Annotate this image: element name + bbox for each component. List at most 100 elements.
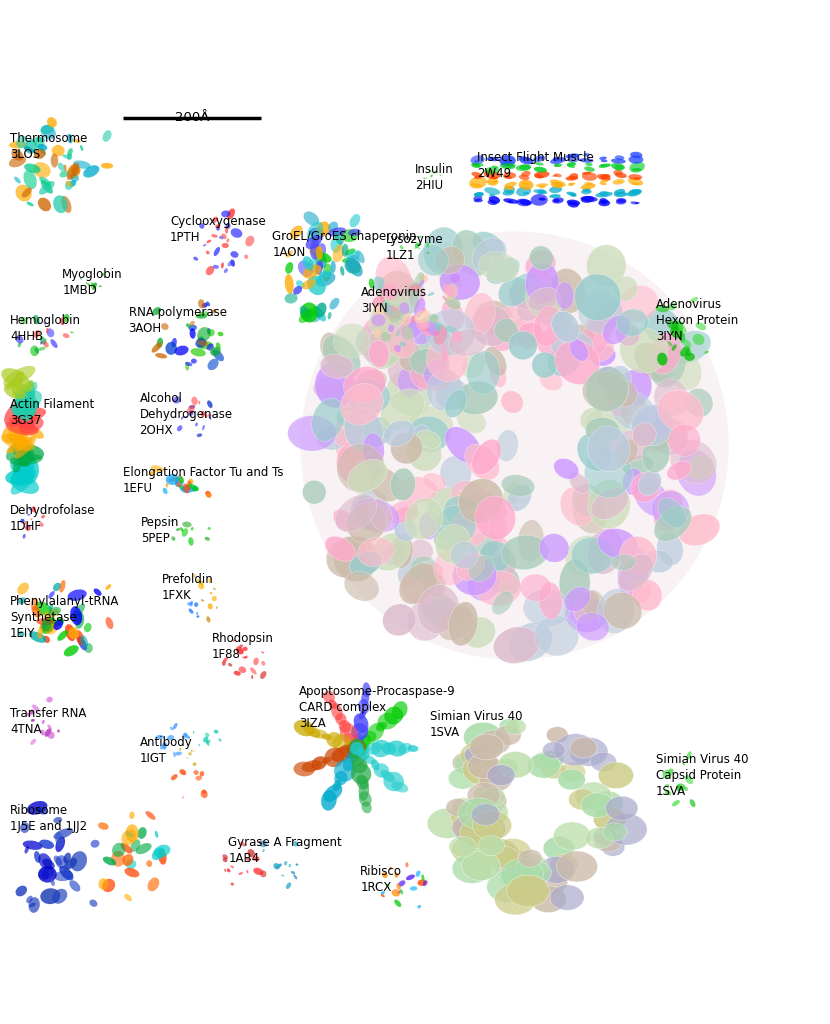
Ellipse shape: [352, 758, 368, 773]
Ellipse shape: [490, 176, 498, 179]
Ellipse shape: [349, 739, 365, 758]
Ellipse shape: [487, 178, 499, 185]
Ellipse shape: [471, 183, 482, 187]
Ellipse shape: [587, 245, 626, 287]
Ellipse shape: [394, 345, 401, 352]
Ellipse shape: [572, 484, 603, 516]
Ellipse shape: [374, 763, 389, 778]
Ellipse shape: [333, 245, 344, 262]
Ellipse shape: [341, 229, 359, 242]
Text: GroEL/GroES chaperonin
1AON: GroEL/GroES chaperonin 1AON: [272, 229, 417, 259]
Ellipse shape: [58, 163, 65, 171]
Ellipse shape: [9, 417, 36, 429]
Ellipse shape: [193, 770, 198, 775]
Ellipse shape: [6, 420, 39, 435]
Ellipse shape: [226, 223, 231, 229]
Ellipse shape: [516, 186, 531, 197]
Ellipse shape: [364, 417, 391, 446]
Ellipse shape: [354, 714, 369, 733]
Ellipse shape: [246, 857, 251, 861]
Ellipse shape: [344, 367, 386, 403]
Ellipse shape: [175, 480, 183, 487]
Ellipse shape: [414, 248, 417, 249]
Ellipse shape: [605, 814, 647, 845]
Ellipse shape: [71, 167, 81, 176]
Ellipse shape: [472, 811, 511, 840]
Text: Apoptosome-Procaspase-9
CARD complex
3IZA: Apoptosome-Procaspase-9 CARD complex 3IZ…: [299, 685, 456, 730]
Ellipse shape: [12, 417, 32, 424]
Ellipse shape: [522, 182, 529, 184]
Ellipse shape: [534, 167, 547, 172]
Ellipse shape: [175, 477, 178, 481]
Ellipse shape: [152, 848, 165, 860]
Ellipse shape: [588, 528, 623, 574]
Ellipse shape: [41, 617, 56, 634]
Ellipse shape: [427, 487, 467, 525]
Ellipse shape: [10, 474, 39, 494]
Ellipse shape: [592, 791, 623, 815]
Ellipse shape: [31, 739, 37, 744]
Ellipse shape: [615, 172, 627, 178]
Ellipse shape: [34, 851, 41, 863]
Ellipse shape: [554, 459, 579, 479]
Ellipse shape: [533, 156, 545, 162]
Ellipse shape: [550, 885, 584, 910]
Ellipse shape: [414, 298, 425, 317]
Ellipse shape: [414, 272, 424, 290]
Ellipse shape: [455, 555, 486, 579]
Ellipse shape: [603, 315, 630, 344]
Ellipse shape: [231, 883, 234, 886]
Ellipse shape: [521, 861, 551, 885]
Ellipse shape: [342, 257, 355, 263]
Ellipse shape: [585, 367, 628, 412]
Ellipse shape: [527, 754, 560, 778]
Ellipse shape: [347, 459, 388, 493]
Ellipse shape: [189, 329, 196, 339]
Ellipse shape: [199, 223, 204, 228]
Ellipse shape: [554, 163, 562, 167]
Ellipse shape: [35, 807, 42, 812]
Ellipse shape: [422, 331, 432, 336]
Ellipse shape: [489, 194, 495, 197]
Ellipse shape: [493, 627, 540, 664]
Ellipse shape: [452, 816, 481, 839]
Ellipse shape: [498, 303, 541, 346]
Ellipse shape: [201, 599, 204, 601]
Ellipse shape: [599, 157, 607, 160]
Ellipse shape: [465, 444, 500, 480]
Ellipse shape: [38, 853, 52, 870]
Ellipse shape: [311, 398, 344, 441]
Ellipse shape: [239, 644, 243, 648]
Ellipse shape: [417, 905, 421, 908]
Ellipse shape: [530, 886, 566, 912]
Ellipse shape: [188, 479, 193, 484]
Ellipse shape: [261, 870, 266, 878]
Ellipse shape: [514, 317, 531, 339]
Ellipse shape: [600, 180, 608, 182]
Ellipse shape: [172, 338, 177, 347]
Ellipse shape: [585, 418, 620, 443]
Ellipse shape: [214, 730, 218, 733]
Ellipse shape: [178, 476, 184, 483]
Ellipse shape: [76, 630, 84, 645]
Ellipse shape: [517, 295, 544, 322]
Ellipse shape: [692, 334, 705, 345]
Ellipse shape: [17, 382, 37, 410]
Ellipse shape: [359, 743, 370, 754]
Ellipse shape: [206, 740, 209, 745]
Ellipse shape: [189, 406, 195, 409]
Ellipse shape: [422, 570, 446, 597]
Ellipse shape: [337, 443, 385, 493]
Ellipse shape: [611, 159, 626, 164]
Ellipse shape: [171, 537, 175, 541]
Ellipse shape: [24, 145, 33, 153]
Ellipse shape: [244, 655, 247, 658]
Ellipse shape: [383, 305, 401, 319]
Ellipse shape: [70, 174, 79, 181]
Ellipse shape: [676, 784, 681, 792]
Ellipse shape: [427, 808, 467, 839]
Ellipse shape: [18, 597, 26, 604]
Ellipse shape: [451, 542, 478, 569]
Ellipse shape: [25, 139, 37, 154]
Ellipse shape: [471, 439, 501, 475]
